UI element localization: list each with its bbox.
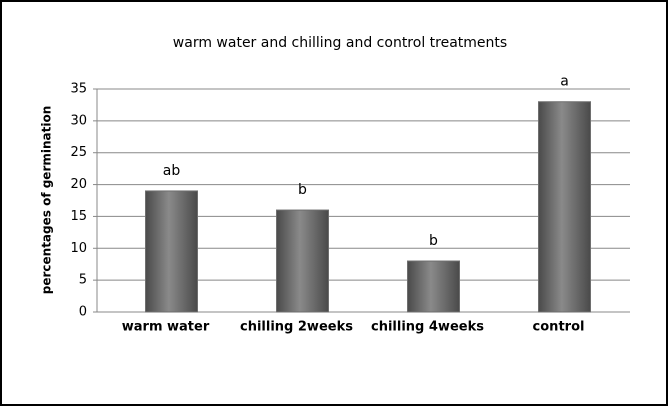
bar bbox=[538, 101, 591, 313]
annotation: b bbox=[429, 233, 438, 249]
y-tick-label: 25 bbox=[70, 145, 87, 160]
x-tick-label: control bbox=[533, 320, 585, 335]
y-tick-label: 10 bbox=[70, 241, 87, 256]
annotation: a bbox=[560, 74, 569, 90]
chart-title: warm water and chilling and control trea… bbox=[173, 35, 507, 51]
bar bbox=[276, 209, 329, 313]
bar bbox=[407, 260, 460, 313]
x-tick-label: chilling 4weeks bbox=[371, 320, 484, 335]
annotation: b bbox=[298, 182, 307, 198]
x-tick-label: chilling 2weeks bbox=[240, 320, 353, 335]
annotation: ab bbox=[163, 163, 181, 179]
y-tick-label: 35 bbox=[70, 82, 87, 97]
y-axis-label: percentages of germination bbox=[40, 106, 54, 295]
x-tick-label: warm water bbox=[122, 320, 210, 335]
y-tick-label: 5 bbox=[79, 273, 87, 288]
y-tick-label: 0 bbox=[79, 305, 87, 320]
bar bbox=[145, 190, 198, 313]
y-tick-label: 20 bbox=[70, 177, 87, 192]
y-tick-label: 15 bbox=[70, 209, 87, 224]
y-tick-label: 30 bbox=[70, 113, 87, 128]
